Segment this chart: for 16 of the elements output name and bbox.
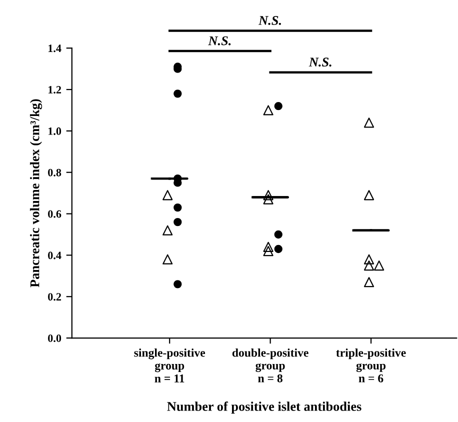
- y-tick-label: 1.0: [48, 127, 62, 135]
- text: N.S.: [258, 16, 281, 25]
- text: N.S.: [208, 36, 231, 46]
- y-tick-label: 1.2: [48, 86, 62, 94]
- x-tick-label: single-positive group n = 11: [134, 348, 206, 382]
- y-tick-label: 0.4: [48, 252, 62, 260]
- x-tick-label: triple-positive group n = 6: [336, 348, 406, 382]
- y-tick-label: 0.2: [48, 293, 62, 301]
- y-axis-title: Pancreatic volume index (cm³/kg): [30, 99, 42, 288]
- y-tick-label: 0.8: [48, 168, 62, 176]
- x-tick-label: double-positive group n = 8: [232, 348, 308, 382]
- y-tick-label: 0.6: [48, 210, 62, 218]
- annotation: N.S.: [308, 58, 332, 67]
- x-axis-title: Number of positive islet antibodies: [167, 402, 362, 414]
- y-tick-label: 0.0: [48, 334, 62, 342]
- y-tick-label: 1.4: [48, 44, 62, 52]
